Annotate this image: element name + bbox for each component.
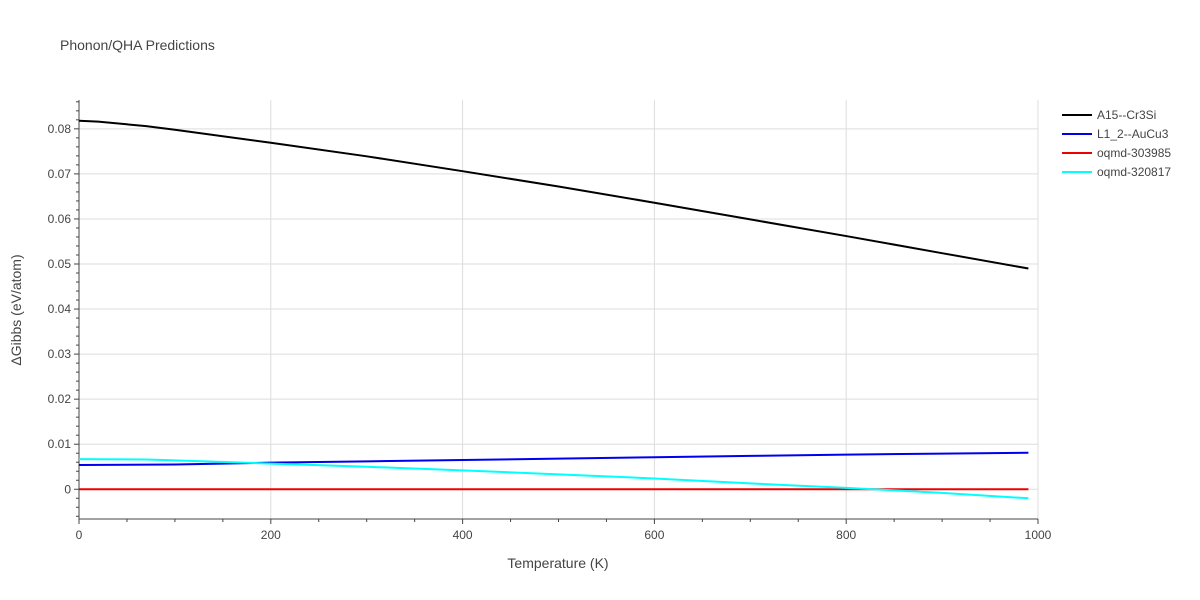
- y-tick-label: 0.04: [48, 302, 72, 316]
- x-tick-label: 800: [836, 528, 856, 542]
- x-tick-label: 0: [76, 528, 83, 542]
- series-line: [78, 458, 1029, 500]
- legend-label: L1_2--AuCu3: [1097, 127, 1169, 141]
- y-tick-label: 0: [64, 482, 71, 496]
- y-tick-label: 0.02: [48, 392, 72, 406]
- series-line: [78, 451, 1029, 466]
- legend-label: A15--Cr3Si: [1097, 108, 1156, 122]
- legend-item[interactable]: oqmd-320817: [1062, 165, 1171, 179]
- legend-label: oqmd-303985: [1097, 146, 1171, 160]
- y-tick-label: 0.08: [48, 122, 72, 136]
- x-tick-label: 1000: [1025, 528, 1052, 542]
- legend-label: oqmd-320817: [1097, 165, 1171, 179]
- tick-labels: 0 200 400 600 800 1000 0 0.01 0.02 0.03 0.04 0.05 0.…: [48, 122, 1052, 542]
- series-line: [78, 119, 1029, 270]
- y-tick-label: 0.01: [48, 437, 72, 451]
- axes: [74, 100, 1039, 524]
- x-axis-label: Temperature (K): [507, 555, 608, 571]
- legend[interactable]: A15--Cr3Si L1_2--AuCu3 oqmd-303985 oqmd-320…: [1062, 108, 1171, 179]
- y-axis-label: ΔGibbs (eV/atom): [8, 254, 24, 365]
- legend-item[interactable]: L1_2--AuCu3: [1062, 127, 1169, 141]
- x-tick-label: 400: [453, 528, 473, 542]
- chart-title: Phonon/QHA Predictions: [60, 37, 215, 53]
- x-tick-label: 200: [261, 528, 281, 542]
- legend-item[interactable]: A15--Cr3Si: [1062, 108, 1156, 122]
- y-tick-label: 0.06: [48, 212, 72, 226]
- legend-item[interactable]: oqmd-303985: [1062, 146, 1171, 160]
- y-tick-label: 0.03: [48, 347, 72, 361]
- grid: [79, 100, 1039, 519]
- x-tick-label: 600: [644, 528, 664, 542]
- y-tick-label: 0.05: [48, 257, 72, 271]
- y-tick-label: 0.07: [48, 167, 72, 181]
- series-lines: [78, 119, 1029, 500]
